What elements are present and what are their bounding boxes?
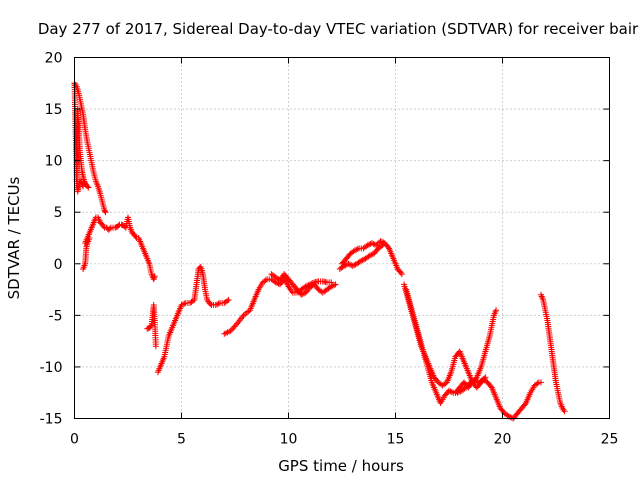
data-point <box>84 183 91 190</box>
axis-ticks: 0 5 10 15 20 25 -15 -10 -5 0 5 10 15 20 <box>40 51 619 448</box>
data-point <box>371 241 378 248</box>
y-axis-title: SDTVAR / TECUs <box>5 176 23 299</box>
x-tick-label: 0 <box>70 432 79 448</box>
data-point <box>215 300 222 307</box>
data-point <box>397 269 404 276</box>
y-tick-label: 15 <box>45 102 63 118</box>
y-tick-label: 20 <box>45 51 63 67</box>
data-point <box>212 302 219 309</box>
plot-frame <box>74 57 610 419</box>
data-point <box>332 281 339 288</box>
data-point <box>151 273 158 280</box>
data-point <box>493 307 500 314</box>
data-point <box>373 242 380 249</box>
x-tick-label: 10 <box>280 432 298 448</box>
y-tick-label: 10 <box>45 154 63 170</box>
data-point <box>181 300 188 307</box>
data-point <box>152 343 159 350</box>
data-point <box>115 222 122 229</box>
data-point <box>345 260 352 267</box>
data-point <box>302 283 309 290</box>
data-point <box>351 247 358 254</box>
y-tick-label: -10 <box>40 360 63 376</box>
data-point <box>225 296 232 303</box>
data-point <box>178 302 185 309</box>
y-tick-label: -15 <box>40 412 63 428</box>
data-point <box>101 208 108 215</box>
data-point <box>224 297 231 304</box>
data-point <box>331 282 338 289</box>
data-point <box>368 240 375 247</box>
data-point <box>349 262 356 269</box>
data-point <box>121 223 128 230</box>
data-point <box>398 271 405 278</box>
data-point <box>353 246 360 253</box>
data-point <box>214 301 221 308</box>
data-point <box>229 326 236 333</box>
data-point <box>207 301 214 308</box>
data-point <box>351 262 358 269</box>
data-point <box>102 209 109 216</box>
data-point <box>85 184 92 191</box>
data-point <box>364 242 371 249</box>
data-point <box>342 262 349 269</box>
x-tick-label: 20 <box>494 432 512 448</box>
y-tick-label: 5 <box>54 205 63 221</box>
data-point <box>366 241 373 248</box>
data-point <box>534 380 541 387</box>
data-point <box>379 242 386 249</box>
data-point <box>262 277 269 284</box>
data-point <box>298 291 305 298</box>
grid <box>74 57 610 419</box>
data-point <box>368 251 375 258</box>
data-point <box>341 262 348 269</box>
data-point <box>377 238 384 245</box>
data-point <box>521 401 528 408</box>
data-point <box>179 301 186 308</box>
y-tick-label: 0 <box>54 257 63 273</box>
data-point <box>299 291 306 298</box>
data-point <box>448 389 455 396</box>
data-point <box>86 235 93 241</box>
data-point <box>378 238 385 245</box>
x-axis-title: GPS time / hours <box>278 457 404 475</box>
data-point <box>358 257 365 264</box>
data-point <box>227 327 234 334</box>
data-point <box>346 261 353 268</box>
data-point <box>231 323 238 330</box>
x-tick-label: 25 <box>601 432 619 448</box>
data-point <box>374 240 381 247</box>
x-tick-label: 15 <box>387 432 405 448</box>
data-point <box>272 279 279 286</box>
chart-title: Day 277 of 2017, Sidereal Day-to-day VTE… <box>38 20 639 38</box>
data-point <box>328 283 335 290</box>
data-points <box>71 80 568 422</box>
data-point <box>359 257 366 264</box>
data-point <box>378 243 385 250</box>
data-point <box>366 252 373 259</box>
data-point <box>446 387 452 394</box>
data-point <box>106 225 113 232</box>
data-point <box>329 282 336 289</box>
data-point <box>447 388 454 395</box>
data-point <box>561 408 568 415</box>
data-point <box>354 246 361 253</box>
y-tick-label: -5 <box>49 308 63 324</box>
data-point <box>487 383 494 390</box>
data-point <box>472 375 479 382</box>
x-tick-label: 5 <box>177 432 186 448</box>
data-point <box>538 379 545 386</box>
data-point <box>385 244 392 251</box>
data-point <box>230 324 237 331</box>
data-point <box>232 322 239 329</box>
